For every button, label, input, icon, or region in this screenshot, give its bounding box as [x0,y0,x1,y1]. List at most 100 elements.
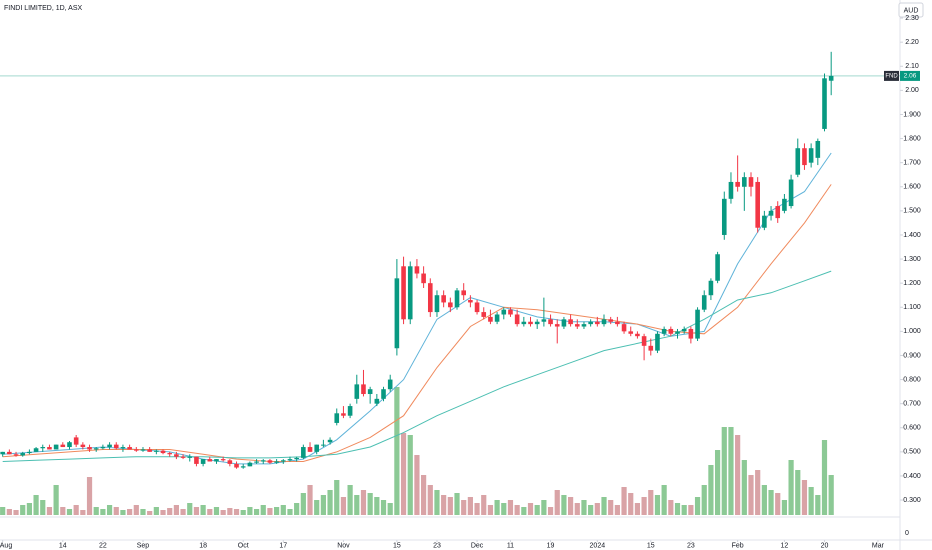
candle-body [47,447,52,450]
volume-bar [260,505,266,515]
volume-bar [621,487,627,515]
candle-body [381,389,386,399]
candle-body [314,444,320,452]
currency-label[interactable]: AUD [904,7,919,14]
volume-bar [80,510,86,515]
volume-bar [641,497,647,515]
volume-bar [574,503,580,515]
candle-body [808,148,814,163]
candle-body [53,444,59,450]
volume-bar [193,507,200,515]
candle-body [134,449,139,451]
y-tick-label: 1.600 [903,184,921,191]
currency-button[interactable] [898,2,924,18]
volume-bar [40,500,46,515]
candle-body [822,78,827,129]
candle-body [214,459,219,462]
volume-bar [568,497,574,515]
volume-bar [407,435,413,515]
volume-bar [447,497,453,515]
y-tick-label: 1.100 [903,304,921,311]
volume-bar [581,500,587,515]
candle-body [327,439,333,443]
volume-bar [233,509,240,515]
candle-body [488,316,493,322]
volume-bar [601,497,607,515]
candle-body [461,290,466,296]
candle-body [574,324,580,327]
volume-bar [721,427,727,515]
x-tick-label: 20 [821,542,829,549]
candle-body [40,447,46,449]
candle-body [347,406,353,416]
volume-bar [554,490,560,515]
volume-bar [127,509,133,515]
volume-bar [340,497,347,515]
volume-bar [200,505,206,515]
volume-bar [487,505,494,515]
volume-bar [654,495,661,515]
candle-body [501,309,507,315]
x-tick-label: 23 [433,542,441,549]
volume-bar [501,503,507,515]
candle-body [788,179,794,207]
candle-body [628,331,634,334]
volume-bar [414,455,420,515]
candle-body [67,442,72,448]
candle-body [828,75,834,81]
candle-body [87,447,92,450]
x-tick-label: Mar [872,542,885,549]
x-tick-label: 14 [59,542,67,549]
y-tick-label: 1.400 [903,232,921,239]
y-tick-label: 0.500 [903,449,921,456]
volume-bar [253,509,260,515]
candle-body [200,459,206,464]
candle-body [468,300,473,303]
candle-body [367,389,373,395]
candle-body [521,321,527,325]
candle-body [394,278,400,349]
volume-bar [561,495,567,515]
candle-body [401,266,406,320]
candle-body [615,321,620,325]
y-tick-label: 1.700 [903,160,921,167]
volume-bar [93,507,99,515]
candle-body [701,295,707,310]
candle-body [528,321,533,325]
candle-body [287,459,293,461]
volume-bar [314,500,320,515]
candle-body [434,295,440,313]
volume-bar [788,460,794,515]
volume-bar [634,503,641,515]
candle-body [648,345,654,351]
candle-body [80,444,86,448]
candle-body [0,451,5,455]
y-tick-label: 0.900 [903,352,921,359]
candle-body [194,456,199,464]
candle-body [655,333,660,351]
volume-bar [421,475,427,515]
volume-bar [220,510,226,515]
candle-body [802,148,807,166]
x-tick-label: Sep [137,542,150,549]
volume-bar [367,493,373,515]
volume-bar [287,509,293,515]
volume-bar [187,503,193,515]
candle-body [307,447,313,452]
x-tick-label: Dec [471,542,484,549]
volume-bar [494,500,500,515]
y-tick-label: 2.10 [905,63,919,70]
volume-bar [628,493,634,515]
candle-body [274,461,279,463]
candle-body [748,177,754,187]
y-tick-label: 0.600 [903,425,921,432]
candle-body [688,328,694,339]
volume-bar [454,493,460,515]
volume-bar [688,505,694,515]
candle-body [234,463,239,468]
volume-bar [374,497,380,515]
volume-bar [86,477,93,515]
volume-bar [320,495,326,515]
candle-body [755,181,760,228]
candle-body [260,460,266,462]
